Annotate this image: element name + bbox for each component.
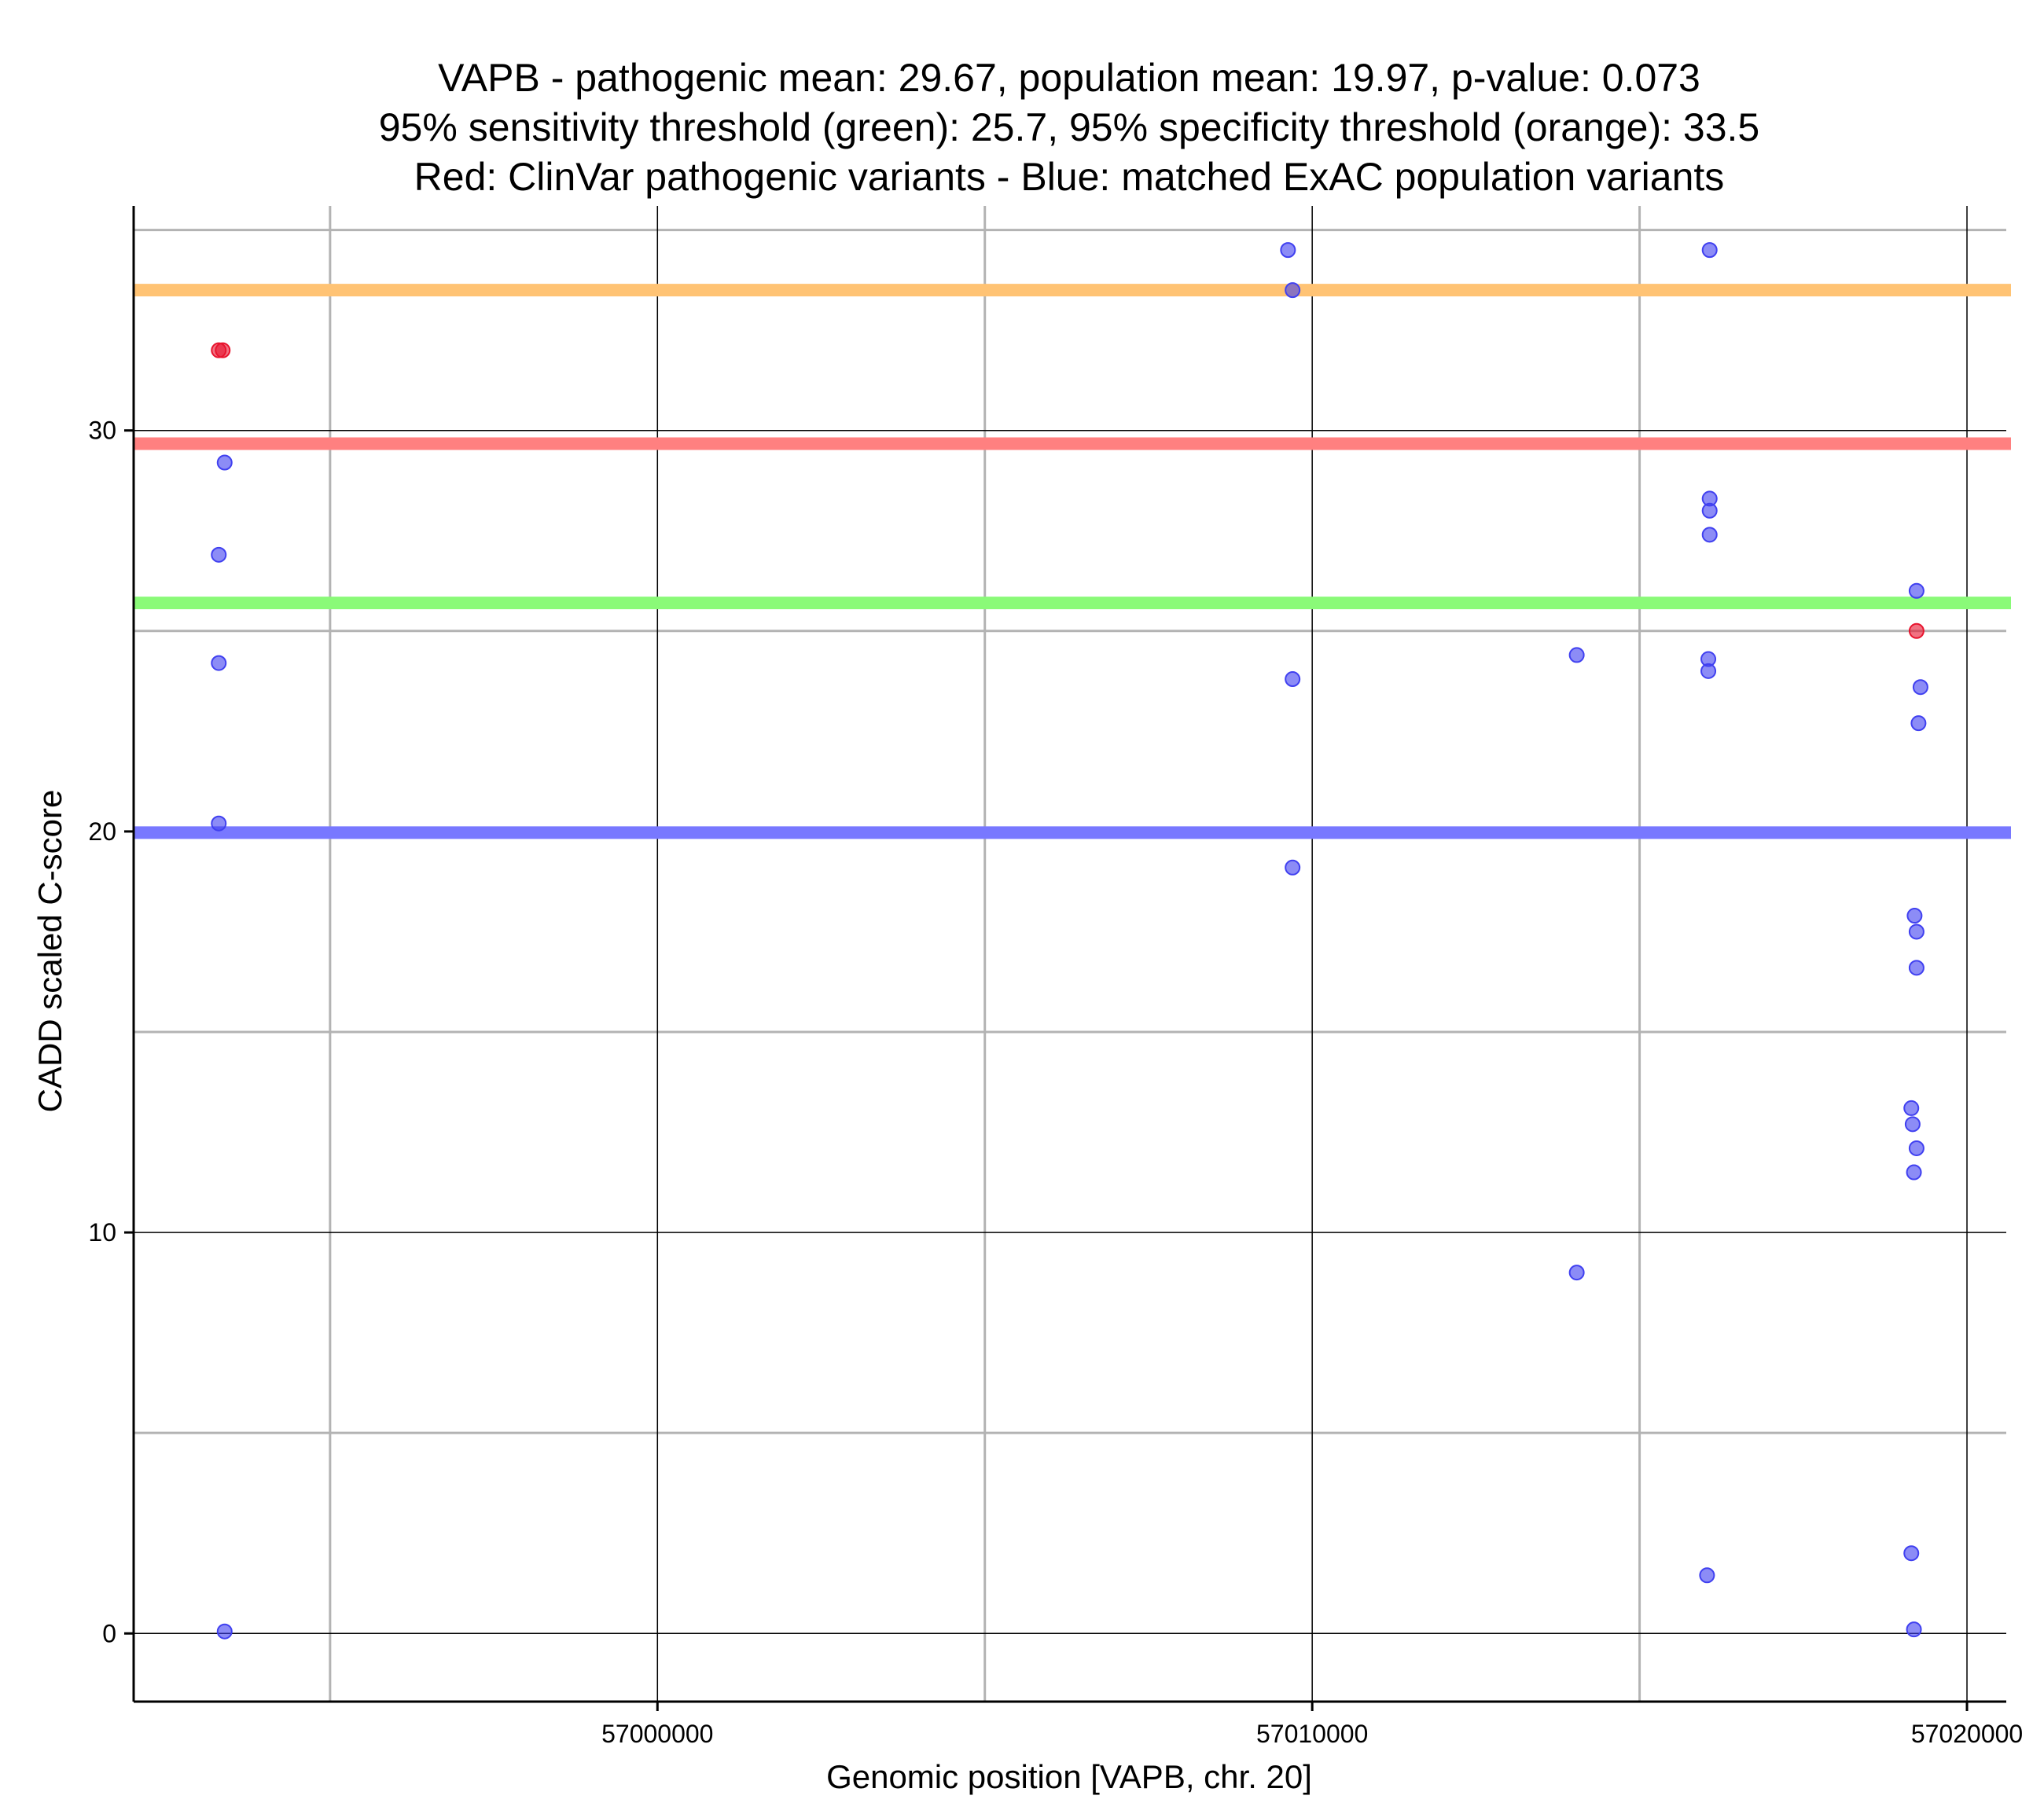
data-point (1912, 679, 1928, 696)
data-point (216, 1623, 233, 1640)
data-point (215, 342, 231, 358)
data-point (1903, 1545, 1920, 1562)
data-point (1699, 1567, 1715, 1584)
x-tick-label: 57010000 (1256, 1720, 1368, 1748)
data-point (1701, 527, 1718, 543)
grid-layer (134, 206, 2006, 1702)
x-tick-label: 57020000 (1911, 1720, 2023, 1748)
data-point (1908, 960, 1925, 976)
data-point (1906, 1164, 1922, 1181)
data-point (1903, 1100, 1920, 1116)
data-point (1285, 282, 1301, 299)
x-tick-label: 57000000 (601, 1720, 713, 1748)
reference-lines (134, 284, 2011, 839)
data-point (1285, 859, 1301, 876)
data-point (1568, 647, 1585, 663)
x-axis-title: Genomic position [VAPB, chr. 20] (826, 1758, 1312, 1795)
y-tick-label: 10 (88, 1218, 116, 1247)
data-point (216, 454, 233, 471)
data-point (1285, 671, 1301, 688)
data-point (1701, 502, 1718, 519)
data-point (1700, 663, 1717, 679)
data-point (1904, 1116, 1921, 1133)
data-point (1906, 1621, 1922, 1638)
data-point (1908, 582, 1925, 599)
data-point (211, 815, 227, 832)
title-line: 95% sensitivity threshold (green): 25.7,… (379, 105, 1759, 149)
tick-labels: 57000000 57010000 57020000 0 10 20 30 (88, 417, 2023, 1748)
data-point (1910, 715, 1927, 732)
y-tick-label: 0 (102, 1619, 116, 1647)
data-point (1701, 242, 1718, 259)
data-point (1908, 924, 1925, 940)
data-point (211, 546, 227, 563)
title-line: VAPB - pathogenic mean: 29.67, populatio… (438, 56, 1700, 100)
data-point (1280, 242, 1296, 259)
y-tick-label: 20 (88, 817, 116, 846)
y-axis-title: CADD scaled C-score (31, 790, 68, 1113)
data-point (1906, 908, 1923, 924)
y-tick-label: 30 (88, 417, 116, 445)
data-point (1908, 622, 1925, 639)
data-point (1908, 1140, 1925, 1156)
data-point (1568, 1265, 1585, 1281)
data-point (211, 655, 227, 671)
chart-title: VAPB - pathogenic mean: 29.67, populatio… (379, 56, 1759, 199)
title-line: Red: ClinVar pathogenic variants - Blue:… (414, 155, 1725, 199)
axes (124, 206, 2006, 1711)
data-points (211, 242, 1928, 1640)
